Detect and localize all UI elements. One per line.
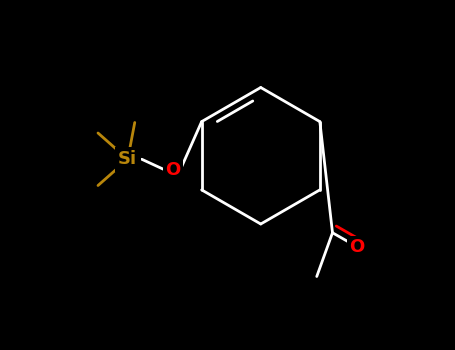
Text: O: O <box>349 238 364 256</box>
Text: Si: Si <box>118 150 137 168</box>
Text: O: O <box>166 161 181 179</box>
